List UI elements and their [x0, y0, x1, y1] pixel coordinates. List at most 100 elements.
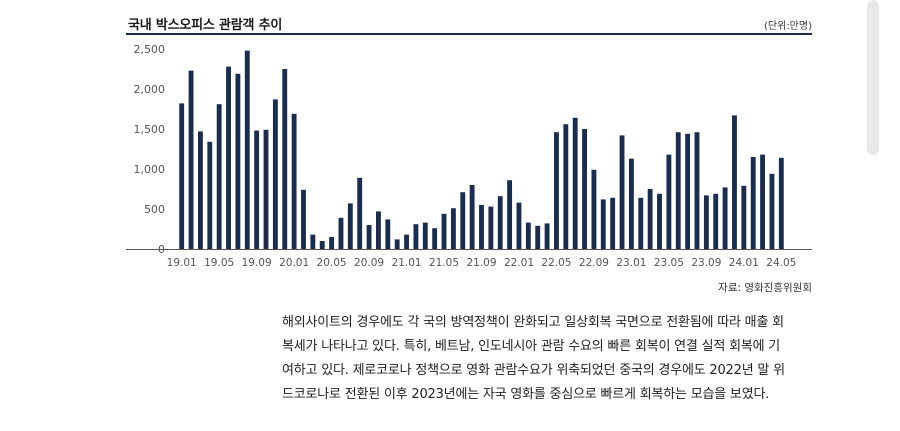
bar-23.10 — [713, 193, 719, 249]
x-tick-label: 21.05 — [429, 257, 459, 269]
bar-23.08 — [694, 132, 700, 249]
bar-22.10 — [600, 199, 606, 249]
bar-24.03 — [760, 154, 766, 249]
bar-22.02 — [525, 222, 531, 249]
bar-21.05 — [441, 213, 447, 249]
bar-23.05 — [666, 154, 672, 249]
bar-20.04 — [319, 241, 325, 249]
bar-20.09 — [366, 225, 372, 249]
x-tick-label: 19.01 — [167, 257, 197, 269]
bar-20.12 — [394, 239, 400, 249]
bar-20.01 — [291, 113, 297, 249]
bar-22.11 — [610, 197, 616, 249]
x-tick-label: 24.01 — [729, 257, 759, 269]
x-tick-label: 19.09 — [242, 257, 272, 269]
y-tick-label: 2,500 — [134, 43, 166, 56]
bar-21.01 — [404, 234, 409, 249]
x-axis-labels: 19.01 19.05 19.09 20.01 20.05 20.09 21.01 21.05… — [167, 257, 797, 269]
bar-19.03 — [197, 131, 203, 249]
bar-19.01 — [179, 103, 185, 250]
bar-21.11 — [497, 196, 503, 249]
bar-20.06 — [338, 217, 344, 249]
chart-title: 국내 박스오피스 관람객 추이 — [128, 18, 283, 33]
bar-19.11 — [272, 99, 278, 250]
x-tick-label: 23.09 — [691, 257, 721, 269]
bar-21.10 — [488, 206, 494, 249]
bar-19.07 — [235, 73, 241, 249]
scrollbar-thumb[interactable] — [867, 0, 879, 155]
paragraph-line: 해외사이트의 경우에도 각 국의 방역정책이 완화되고 일상회복 국면으로 전환… — [282, 315, 784, 330]
bar-19.02 — [188, 70, 194, 249]
bar-19.12 — [282, 69, 288, 249]
bar-21.12 — [507, 180, 513, 249]
bar-23.02 — [638, 197, 644, 249]
bar-21.02 — [413, 224, 419, 249]
x-tick-label: 19.05 — [204, 257, 234, 269]
x-tick-label: 22.09 — [579, 257, 609, 269]
bar-19.08 — [244, 50, 250, 249]
paragraph-line: 드코로나로 전환된 이후 2023년에는 자국 영화를 중심으로 빠르게 회복하… — [282, 387, 770, 402]
x-tick-label: 23.01 — [616, 257, 646, 269]
x-tick-label: 22.01 — [504, 257, 534, 269]
bar-23.12 — [732, 115, 737, 250]
bar-24.05 — [778, 157, 784, 249]
bar-23.06 — [675, 132, 681, 249]
bar-20.03 — [310, 234, 316, 249]
bar-21.06 — [450, 208, 456, 249]
unit-label: (단위:만명) — [764, 21, 812, 32]
bar-21.04 — [432, 228, 438, 249]
bar-20.05 — [329, 237, 335, 249]
y-tick-label: 1,000 — [134, 163, 166, 176]
bar-23.04 — [657, 193, 662, 249]
y-tick-label: 1,500 — [134, 123, 166, 136]
bar-23.01 — [628, 158, 634, 249]
x-tick-label: 23.05 — [654, 257, 684, 269]
bar-20.11 — [385, 219, 391, 249]
bar-22.08 — [582, 129, 587, 249]
x-tick-label: 20.01 — [279, 257, 309, 269]
bar-19.10 — [263, 129, 269, 249]
bar-22.07 — [572, 117, 578, 249]
x-tick-label: 21.01 — [392, 257, 422, 269]
bar-23.11 — [722, 187, 728, 249]
bar-19.05 — [216, 104, 222, 249]
bar-20.08 — [357, 177, 363, 249]
x-tick-label: 20.09 — [354, 257, 384, 269]
x-tick-label: 20.05 — [317, 257, 347, 269]
bar-23.07 — [685, 133, 691, 249]
bar-19.04 — [207, 141, 213, 249]
bar-24.01 — [741, 185, 747, 249]
bar-19.09 — [254, 130, 260, 249]
bar-22.05 — [554, 132, 559, 249]
bar-24.04 — [769, 173, 775, 249]
bar-22.03 — [535, 225, 541, 249]
bar-22.12 — [619, 135, 625, 249]
bar-21.09 — [479, 205, 484, 249]
y-tick-label: 2,000 — [134, 83, 166, 96]
bar-series — [179, 50, 784, 250]
bar-23.03 — [647, 189, 653, 249]
bar-21.08 — [469, 185, 475, 249]
bar-21.03 — [422, 222, 428, 249]
bar-19.06 — [226, 66, 231, 249]
bar-22.04 — [544, 223, 550, 249]
bar-23.09 — [703, 195, 709, 249]
bar-22.01 — [516, 202, 522, 249]
bar-20.10 — [376, 211, 381, 249]
bar-22.09 — [591, 169, 597, 249]
paragraph-line: 복세가 나타나고 있다. 특히, 베트남, 인도네시아 관람 수요의 빠른 회복… — [282, 339, 781, 354]
bar-22.06 — [563, 124, 569, 249]
bar-20.02 — [301, 189, 306, 249]
bar-21.07 — [460, 192, 466, 249]
y-tick-label: 500 — [144, 203, 165, 216]
source-note: 자료: 영화진흥위원회 — [718, 282, 812, 294]
x-tick-label: 22.05 — [541, 257, 571, 269]
body-paragraph: 해외사이트의 경우에도 각 국의 방역정책이 완화되고 일상회복 국면으로 전환… — [282, 311, 812, 407]
bar-24.02 — [750, 157, 756, 249]
paragraph-line: 여하고 있다. 제로코로나 정책으로 영화 관람수요가 위축되었던 중국의 경우… — [282, 363, 785, 378]
bar-20.07 — [347, 203, 353, 249]
x-tick-label: 21.09 — [466, 257, 496, 269]
x-tick-label: 24.05 — [766, 257, 796, 269]
